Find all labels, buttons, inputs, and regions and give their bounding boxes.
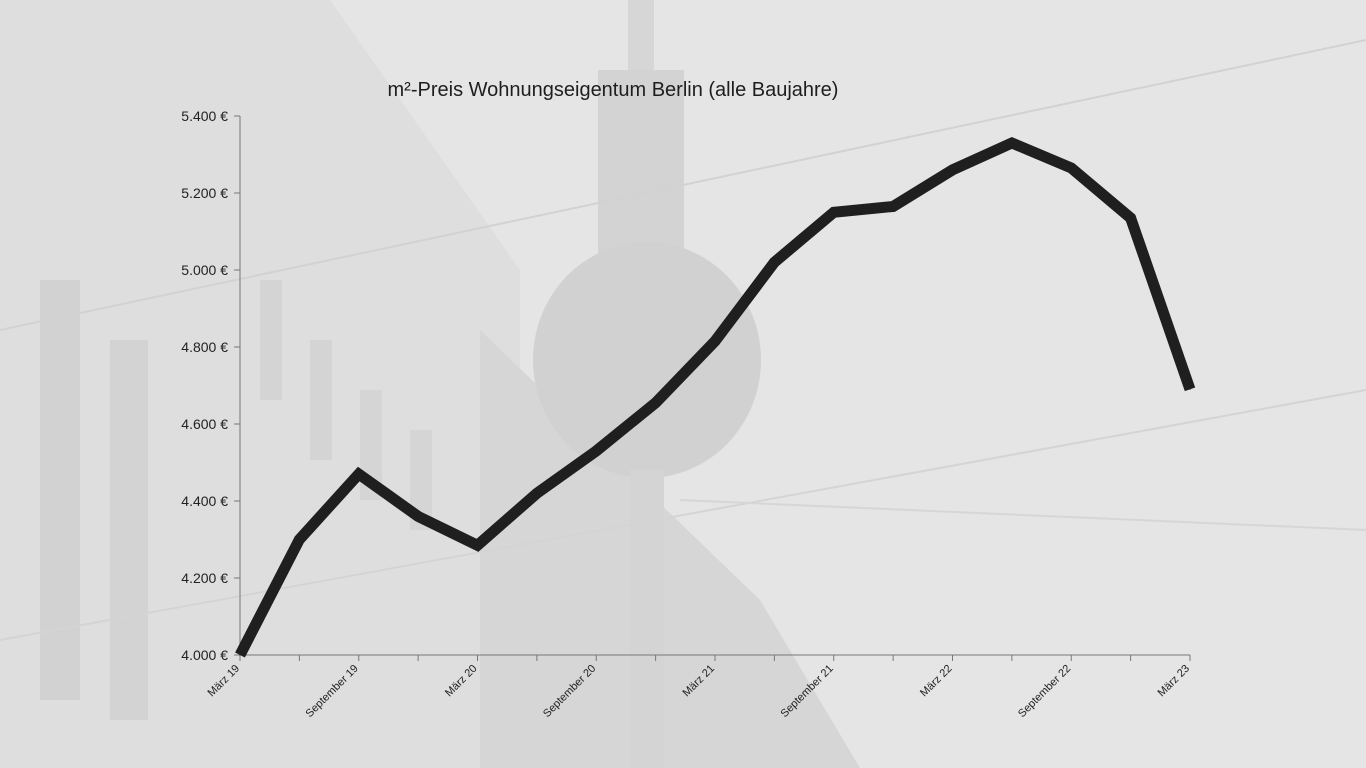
chart-title: m²-Preis Wohnungseigentum Berlin (alle B… xyxy=(388,79,839,101)
data-point xyxy=(714,340,716,342)
data-point xyxy=(239,654,241,656)
data-point xyxy=(655,402,657,404)
data-point xyxy=(477,544,478,546)
y-tick-label: 5.400 € xyxy=(181,108,228,124)
series-layer xyxy=(235,136,1196,658)
data-point xyxy=(773,261,775,263)
x-tick-label: März 23 xyxy=(1156,663,1193,700)
data-point xyxy=(1189,388,1191,390)
data-point xyxy=(1070,167,1072,169)
x-tick-label: März 22 xyxy=(918,663,955,700)
x-tick-label: September 22 xyxy=(1016,663,1073,720)
y-tick-label: 5.000 € xyxy=(181,262,228,278)
y-tick-label: 4.400 € xyxy=(181,493,228,509)
data-point xyxy=(892,205,894,207)
data-point xyxy=(833,211,835,213)
data-point xyxy=(595,450,597,452)
x-tick-label: September 20 xyxy=(541,663,598,720)
y-tick-label: 4.600 € xyxy=(181,416,228,432)
y-axis-ticks: 4.000 € 4.200 € 4.400 € 4.600 € 4.800 € 5.000… xyxy=(181,108,240,663)
data-point xyxy=(298,539,300,540)
data-point xyxy=(358,473,360,475)
x-tick-label: März 21 xyxy=(681,663,718,700)
y-tick-label: 5.200 € xyxy=(181,185,228,201)
x-tick-label: September 19 xyxy=(304,663,361,720)
axes xyxy=(239,116,1190,656)
x-tick-label: März 19 xyxy=(206,663,243,700)
data-point xyxy=(536,492,538,494)
data-point xyxy=(417,515,419,517)
data-point xyxy=(1011,142,1013,144)
y-tick-label: 4.800 € xyxy=(181,339,228,355)
x-axis-ticks: März 19 September 19 März 20 September 20 Mä… xyxy=(206,655,1193,720)
series-line xyxy=(235,136,1196,658)
x-tick-label: September 21 xyxy=(779,663,836,720)
y-tick-label: 4.000 € xyxy=(181,647,228,663)
x-tick-label: März 20 xyxy=(443,663,480,700)
data-point xyxy=(952,169,953,171)
y-tick-label: 4.200 € xyxy=(181,570,228,586)
data-point xyxy=(1130,217,1132,219)
